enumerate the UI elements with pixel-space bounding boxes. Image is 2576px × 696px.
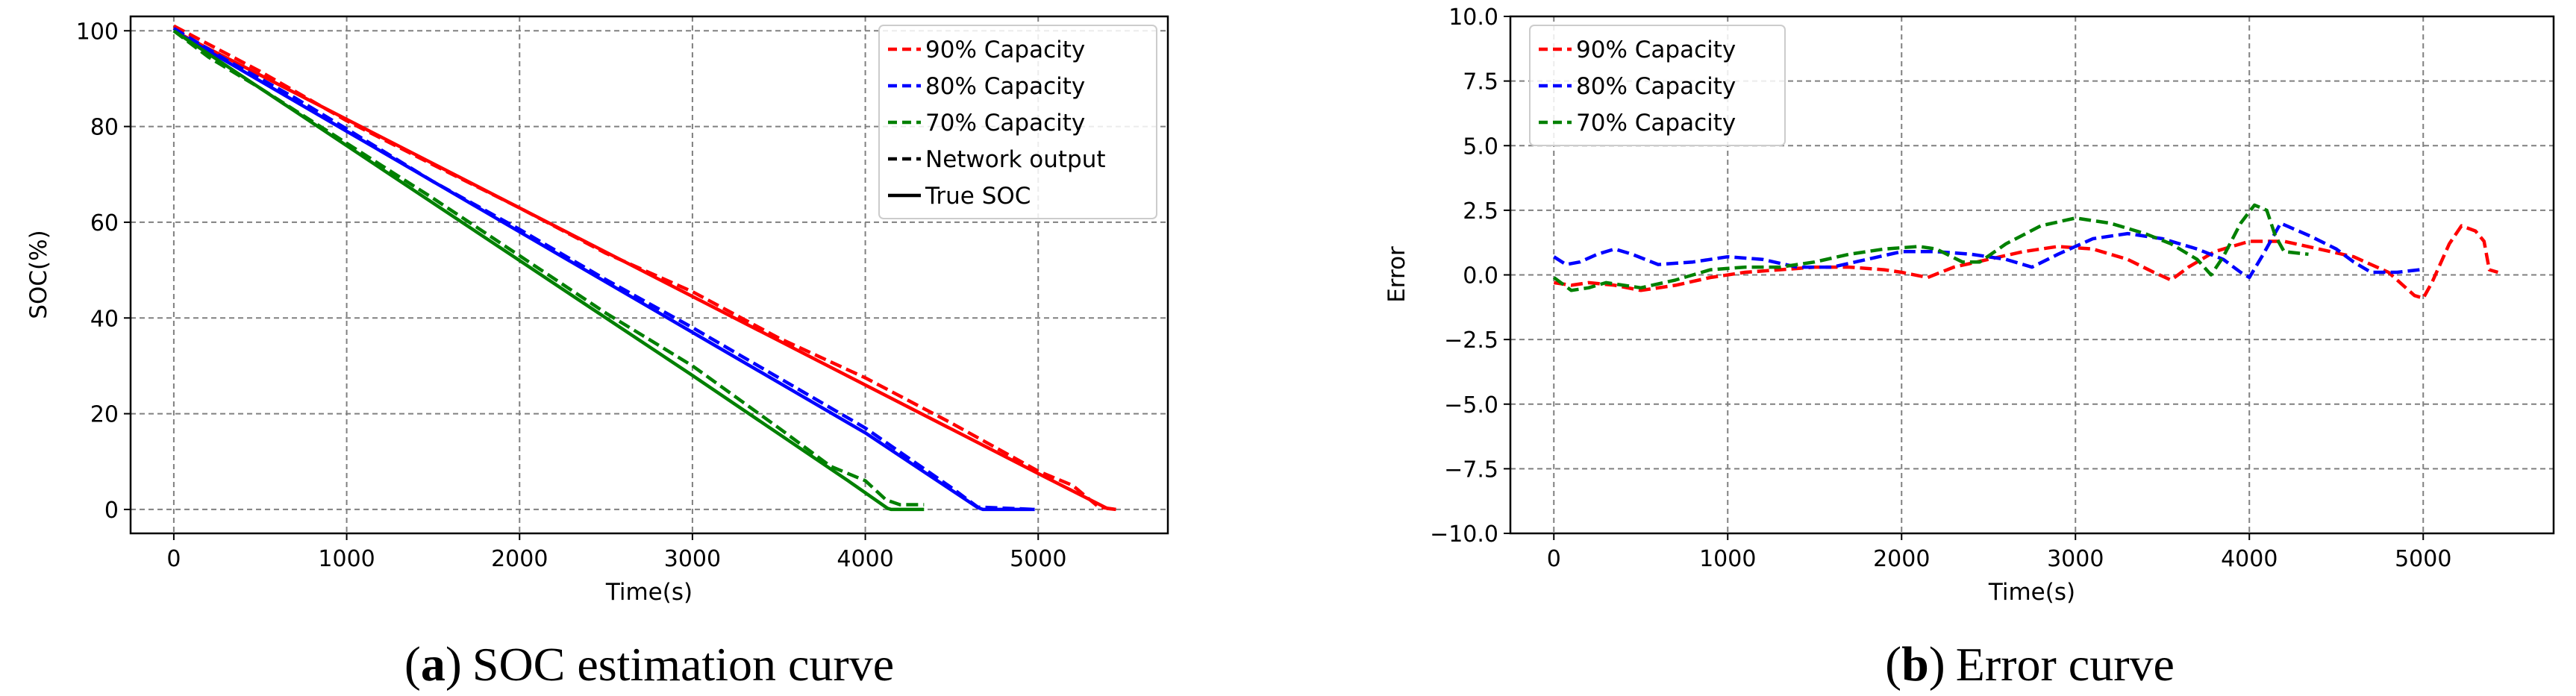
legend-label-1: 80% Capacity (925, 73, 1085, 100)
legend-box (1529, 25, 1786, 146)
x-tick-label: 0 (1547, 546, 1561, 572)
chart-b: 90% Capacity 80% Capacity 70% Capacity 0 100… (1384, 4, 2555, 692)
y-tick-label: 5.0 (1463, 134, 1498, 160)
caption-paren-close: ) (446, 637, 462, 692)
y-axis-label: Error (1384, 246, 1410, 303)
series-line-3: 80% Capacity Network output (172, 27, 1035, 512)
legend: 90% Capacity 80% Capacity 70% Capacity Netw… (878, 25, 1157, 219)
legend-label-4: True SOC (925, 183, 1031, 210)
legend-label-2: 70% Capacity (1576, 110, 1736, 137)
series-line-4: 70% Capacity True SOC (172, 29, 925, 512)
caption-paren-open: ( (1885, 637, 1901, 692)
axes-frame (129, 15, 1169, 535)
y-tick-label: 80 (90, 115, 119, 141)
series-line-0: 90% Capacity (1553, 224, 2499, 300)
y-axis-label: SOC(%) (25, 230, 52, 319)
legend: 90% Capacity 80% Capacity 70% Capacity (1529, 25, 1786, 146)
y-tick-label: −7.5 (1444, 457, 1498, 483)
y-tick-label: 0 (104, 498, 119, 524)
legend-label-0: 90% Capacity (925, 37, 1085, 63)
x-tick-label: 0 (166, 546, 181, 572)
x-axis-label: Time(s) (1988, 579, 2075, 606)
legend-label-3: Network output (925, 146, 1106, 173)
caption-letter: a (421, 637, 446, 692)
y-tick-label: −2.5 (1444, 327, 1498, 354)
caption-paren-open: ( (404, 637, 421, 692)
y-tick-label: 40 (90, 306, 119, 332)
y-tick-label: −10.0 (1430, 521, 1498, 548)
x-axis-label: Time(s) (605, 579, 693, 606)
y-tick-label: 10.0 (1448, 4, 1498, 31)
chart-a: 90% Capacity True SOC90% Capacity Networ… (25, 15, 1169, 692)
y-tick-label: −5.0 (1444, 392, 1498, 418)
x-tick-label: 1000 (1699, 546, 1756, 572)
y-tick-label: 7.5 (1463, 69, 1498, 95)
legend-box (878, 25, 1157, 219)
legend-label-0: 90% Capacity (1576, 37, 1736, 63)
series-line-5: 70% Capacity Network output (172, 29, 925, 507)
y-tick-label: 60 (90, 210, 119, 236)
y-tick-label: 100 (76, 19, 119, 45)
caption: (b) Error curve (1885, 637, 2175, 692)
legend-label-1: 80% Capacity (1576, 73, 1736, 100)
x-tick-label: 5000 (2395, 546, 2451, 572)
x-tick-label: 4000 (837, 546, 893, 572)
legend-label-2: 70% Capacity (925, 110, 1085, 137)
caption-text: Error curve (1956, 638, 2175, 691)
x-tick-label: 3000 (2047, 546, 2104, 572)
x-tick-label: 4000 (2221, 546, 2278, 572)
series-line-1: 90% Capacity Network output (172, 24, 1116, 512)
caption-text: SOC estimation curve (472, 638, 894, 691)
x-tick-label: 2000 (1873, 546, 1930, 572)
x-tick-label: 1000 (318, 546, 375, 572)
caption: (a) SOC estimation curve (404, 637, 894, 692)
y-tick-label: 2.5 (1463, 198, 1498, 225)
series-line-2: 70% Capacity (1552, 203, 2309, 292)
y-tick-label: 0.0 (1463, 263, 1498, 289)
caption-letter: b (1901, 637, 1929, 692)
x-tick-label: 5000 (1010, 546, 1066, 572)
y-tick-label: 20 (90, 402, 119, 428)
x-tick-label: 3000 (664, 546, 721, 572)
caption-paren-close: ) (1929, 637, 1945, 692)
x-tick-label: 2000 (491, 546, 548, 572)
